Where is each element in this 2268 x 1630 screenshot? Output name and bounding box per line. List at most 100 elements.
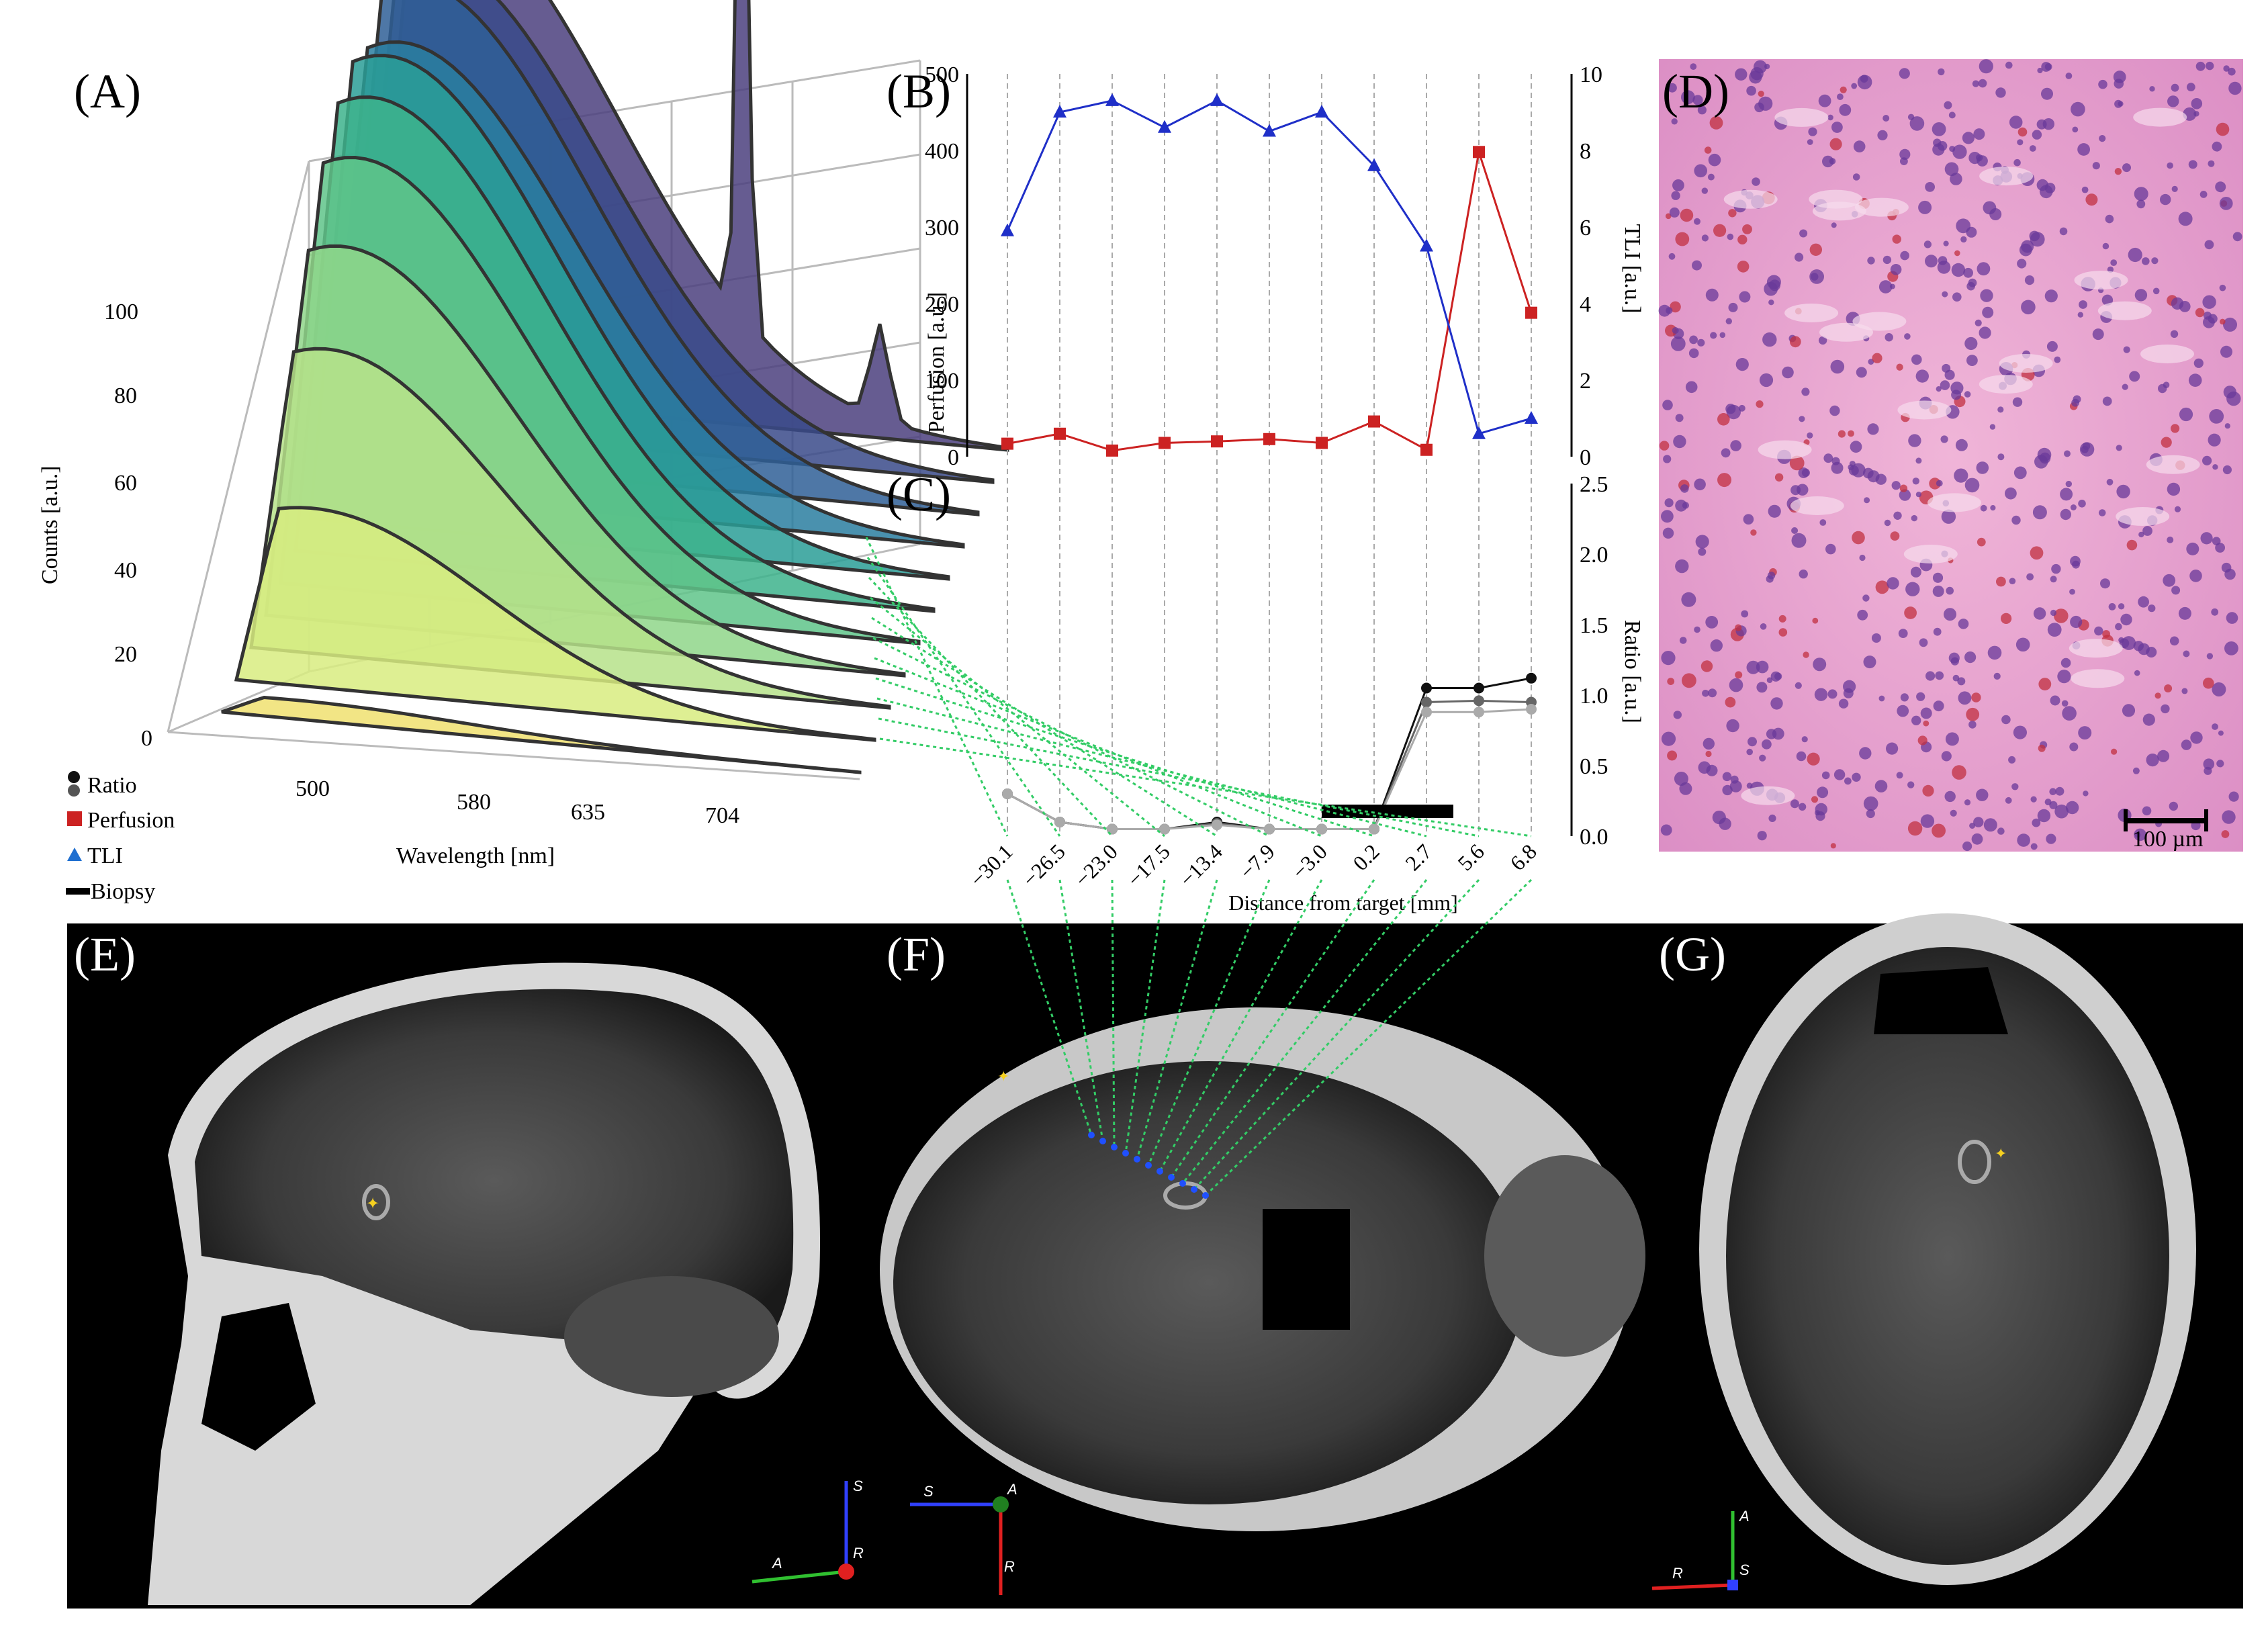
- cell: [1964, 651, 1977, 664]
- spectrum--30.1: [221, 695, 862, 774]
- cell: [2223, 317, 2237, 332]
- cell: [1697, 338, 1705, 347]
- cell: [2024, 275, 2035, 285]
- xtick-c: 6.8: [1505, 839, 1541, 875]
- cell: [2167, 162, 2173, 169]
- cell: [1672, 179, 1684, 191]
- cell: [2123, 346, 2130, 353]
- vessel: [2069, 639, 2123, 658]
- trajectory-point: [1111, 1144, 1118, 1150]
- cell: [1977, 262, 1991, 276]
- ytick-a: 60: [114, 471, 137, 496]
- cell: [1799, 416, 1805, 422]
- cell: [2129, 371, 2140, 382]
- cell: [1738, 404, 1745, 412]
- cell: [1838, 698, 1849, 709]
- cell: [1971, 833, 1983, 845]
- cell: [2049, 788, 2056, 795]
- tli-point: [1105, 93, 1119, 106]
- cell: [2208, 433, 2221, 447]
- cell: [1762, 332, 1777, 347]
- cell: [1791, 533, 1807, 548]
- cell: [1938, 68, 1945, 76]
- ylabel-c: Ratio [a.u.]: [1620, 620, 1645, 723]
- cell: [1867, 470, 1880, 483]
- cell: [2146, 754, 2159, 767]
- cell: [1932, 823, 1946, 838]
- guide-line-lower: [1181, 879, 1428, 1184]
- legend-perfusion: Perfusion: [87, 808, 175, 833]
- cell: [1830, 359, 1845, 374]
- panel-label-e: (E): [74, 927, 136, 981]
- cell: [1750, 529, 1757, 536]
- orient-label: S: [1739, 1561, 1750, 1578]
- vessel: [1819, 322, 1873, 342]
- cell: [2118, 603, 2125, 610]
- ytick-c: 0.5: [1580, 754, 1608, 779]
- cell: [1966, 355, 1978, 366]
- cell: [1922, 784, 1934, 797]
- cell: [1937, 261, 1951, 274]
- cell: [2189, 570, 2202, 582]
- cell: [1987, 645, 2002, 660]
- vessel: [2116, 507, 2170, 526]
- cell: [1735, 624, 1742, 631]
- cell: [1871, 633, 1881, 643]
- cell: [2110, 259, 2118, 266]
- cell: [2132, 767, 2140, 774]
- ratio-point: [1369, 823, 1379, 835]
- cell: [1923, 720, 1930, 727]
- cell: [2171, 83, 2179, 92]
- cell: [1770, 671, 1781, 682]
- ylabel-a: Counts [a.u.]: [38, 465, 62, 584]
- cell: [1915, 369, 1929, 383]
- cell: [1729, 678, 1743, 692]
- ytick-b: 100: [925, 369, 959, 394]
- cell: [1764, 63, 1770, 70]
- cell: [2188, 373, 2202, 387]
- cell: [1769, 279, 1780, 291]
- cell: [1689, 335, 1698, 345]
- y2tick-b: 4: [1580, 292, 1591, 317]
- cell: [1725, 696, 1736, 708]
- cell: [2030, 796, 2037, 803]
- cell: [2032, 818, 2041, 827]
- cell: [2206, 61, 2214, 71]
- cell: [1675, 559, 1689, 574]
- cell: [1867, 423, 1879, 435]
- cell: [1989, 424, 1996, 430]
- cell: [1717, 473, 1731, 488]
- cell: [2054, 608, 2069, 623]
- cell: [1801, 736, 1808, 743]
- cell: [1907, 821, 1923, 836]
- cell: [1801, 388, 1810, 396]
- perfusion-point: [1420, 443, 1433, 456]
- cell: [1852, 531, 1865, 545]
- cell: [1762, 739, 1772, 750]
- cell: [1717, 413, 1730, 426]
- cell: [2151, 257, 2159, 265]
- ytick-c: 2.5: [1580, 472, 1608, 497]
- vessel: [2146, 455, 2200, 474]
- cell: [1812, 617, 1819, 624]
- cell: [1909, 116, 1925, 131]
- cell: [1710, 639, 1723, 652]
- cell: [1952, 765, 1966, 780]
- cell: [1818, 94, 1831, 107]
- perfusion-point: [1473, 146, 1485, 159]
- cell: [2078, 726, 2092, 740]
- cell: [2181, 688, 2188, 694]
- cell: [2051, 563, 2061, 574]
- cell: [1952, 292, 1962, 302]
- cell: [2005, 797, 2012, 804]
- cell: [2220, 345, 2232, 358]
- cell: [2167, 482, 2181, 496]
- guide-line-upper: [878, 717, 1480, 837]
- tli-point: [1420, 238, 1433, 252]
- cell: [1852, 772, 1861, 782]
- cell: [2092, 162, 2100, 170]
- cell: [2206, 653, 2214, 660]
- cell: [1702, 690, 1709, 697]
- cell: [2152, 287, 2160, 295]
- cell: [2134, 289, 2148, 302]
